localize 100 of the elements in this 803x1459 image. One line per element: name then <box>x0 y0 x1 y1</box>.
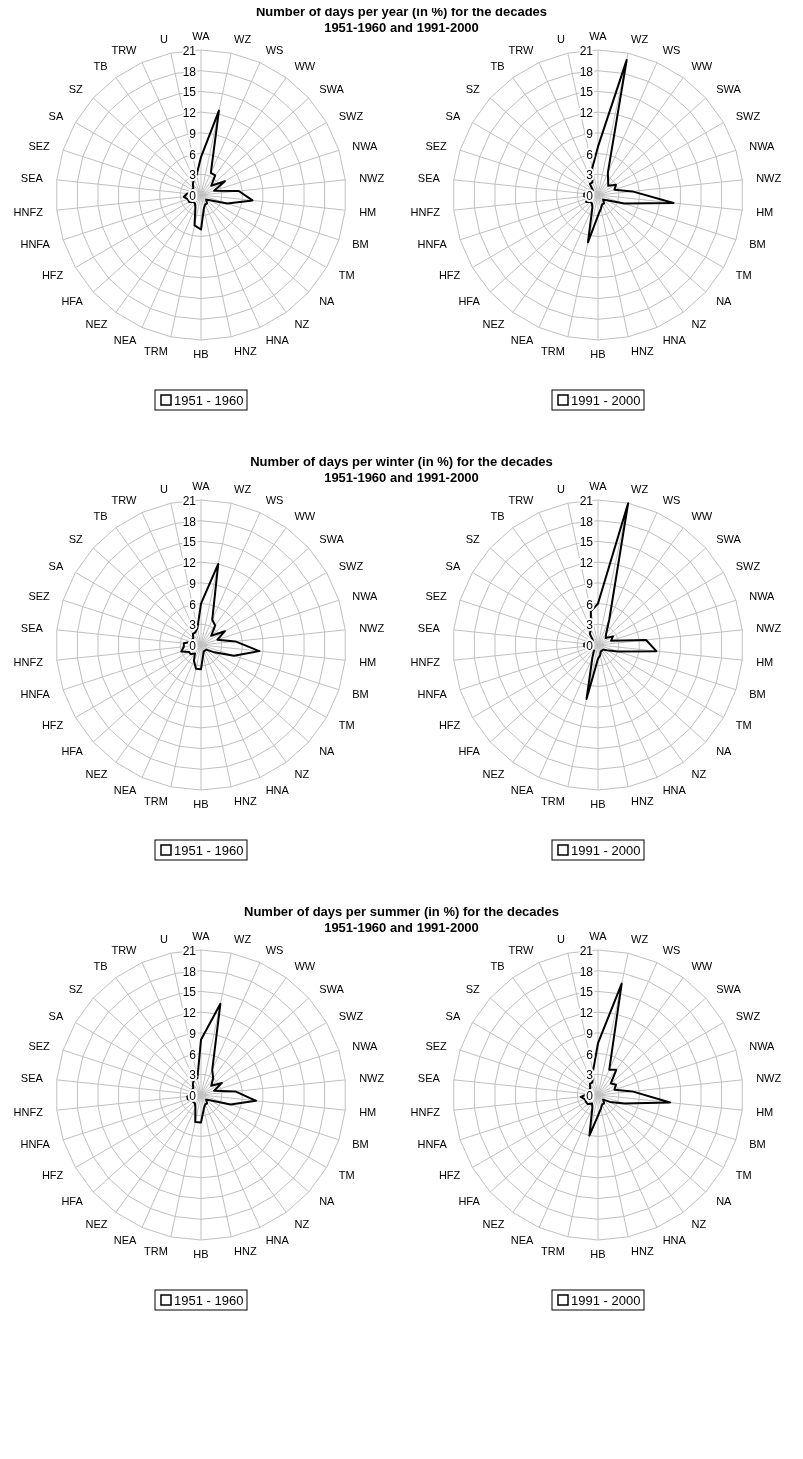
spoke-label: U <box>556 483 565 496</box>
spoke-label: HFA <box>458 1195 481 1208</box>
legend-label: 1951 - 1960 <box>174 393 244 408</box>
spoke-label: HNA <box>265 334 290 347</box>
y-tick-label: 18 <box>579 964 594 979</box>
spoke-label: SEA <box>417 172 441 185</box>
y-tick-label: 9 <box>189 1026 197 1041</box>
spoke-label: NWZ <box>359 172 385 185</box>
spoke-label: TRM <box>144 344 168 357</box>
spoke-label: WA <box>589 930 608 942</box>
spoke-label: TB <box>490 510 505 523</box>
y-tick-label: 6 <box>586 1047 594 1062</box>
spoke-label: SZ <box>68 532 84 545</box>
spoke-label: HFZ <box>41 718 64 731</box>
y-tick-label: 0 <box>189 639 197 653</box>
y-tick-label: 18 <box>579 64 594 79</box>
spoke-label: SWA <box>716 532 742 545</box>
spoke-label: NEA <box>113 334 137 347</box>
spoke-label: SWA <box>319 982 345 995</box>
spoke-label: TM <box>338 1168 355 1181</box>
spoke-label: HNFZ <box>410 655 441 668</box>
y-tick-label: 21 <box>579 44 594 58</box>
spoke-label: NWA <box>749 139 776 152</box>
y-tick-label: 18 <box>182 64 197 79</box>
spoke-label: WA <box>192 30 211 42</box>
y-tick-label: 21 <box>579 494 594 508</box>
spoke-label: WW <box>294 510 316 523</box>
spoke-label: SZ <box>465 982 481 995</box>
y-tick-label: 9 <box>189 576 197 591</box>
spoke-label: TRW <box>508 943 534 956</box>
spoke-label: NZ <box>294 1217 310 1230</box>
spoke-label: HNZ <box>631 344 654 357</box>
spoke-label: SA <box>48 109 64 122</box>
spoke-label: HFA <box>61 295 84 308</box>
spoke-label: TRW <box>508 43 534 56</box>
spoke-label: SWZ <box>735 1009 761 1022</box>
spoke-label: NWZ <box>756 1072 782 1085</box>
chart-title: Number of days per summer (in %) for the decades 1951-1960 and 1991-2000 <box>244 904 559 935</box>
spoke-label: HB <box>590 348 606 360</box>
spoke-label: TM <box>735 268 752 281</box>
spoke-label: HB <box>193 798 209 810</box>
spoke-label: WS <box>265 43 284 56</box>
legend-label: 1991 - 2000 <box>571 393 641 408</box>
y-tick-label: 9 <box>586 1026 594 1041</box>
spoke-label: HFA <box>458 295 481 308</box>
spoke-label: WZ <box>234 483 252 496</box>
y-tick-label: 21 <box>579 944 594 958</box>
y-tick-label: 15 <box>579 535 594 550</box>
spoke-label: SZ <box>465 82 481 95</box>
spoke-label: U <box>159 33 168 46</box>
spoke-label: BM <box>352 238 369 251</box>
spoke-label: NZ <box>691 317 707 330</box>
spoke-label: NEZ <box>482 1217 505 1230</box>
spoke-label: HFZ <box>41 1168 64 1181</box>
spoke-label: SEZ <box>28 1039 51 1052</box>
spoke-label: NWZ <box>756 622 782 635</box>
spoke-label: HFZ <box>438 1168 461 1181</box>
spoke-label: SEA <box>417 1072 441 1085</box>
spoke-label: SWA <box>319 82 345 95</box>
spoke-label: WZ <box>631 933 649 946</box>
chart-title: Number of days per winter (in %) for the decades 1951-1960 and 1991-2000 <box>250 454 553 485</box>
spoke-label: TRW <box>111 943 137 956</box>
spoke-label: SWZ <box>735 559 761 572</box>
spoke-label: NEA <box>510 334 534 347</box>
spoke-label: WS <box>662 493 681 506</box>
spoke-label: NEA <box>510 1234 534 1247</box>
y-tick-label: 3 <box>189 1068 197 1083</box>
spoke-label: NWZ <box>359 622 385 635</box>
spoke-label: NWZ <box>756 172 782 185</box>
spoke-label: WA <box>589 480 608 492</box>
spoke-label: HM <box>359 205 377 218</box>
spoke-label: SEZ <box>425 1039 448 1052</box>
spoke-label: HFZ <box>41 268 64 281</box>
spoke-label: HNFA <box>417 1138 448 1151</box>
spoke-label: WS <box>662 943 681 956</box>
spoke-label: TM <box>338 268 355 281</box>
spoke-label: HNA <box>662 784 687 797</box>
spoke-label: NWZ <box>359 1072 385 1085</box>
spoke-label: HNZ <box>234 1244 257 1257</box>
spoke-label: U <box>159 933 168 946</box>
spoke-label: NZ <box>294 317 310 330</box>
spoke-label: U <box>556 33 565 46</box>
y-tick-label: 0 <box>189 189 197 203</box>
spoke-label: SWZ <box>735 109 761 122</box>
spoke-label: HM <box>359 1105 377 1118</box>
spoke-label: TM <box>735 1168 752 1181</box>
spoke-label: HNFZ <box>410 1105 441 1118</box>
y-tick-label: 12 <box>182 106 197 121</box>
legend-label: 1951 - 1960 <box>174 1293 244 1308</box>
spoke-label: HB <box>590 798 606 810</box>
spoke-label: SEA <box>20 172 44 185</box>
y-tick-label: 18 <box>182 964 197 979</box>
spoke-label: NEZ <box>85 767 108 780</box>
spoke-label: SWA <box>716 982 742 995</box>
spoke-label: NA <box>319 745 336 758</box>
spoke-label: U <box>556 933 565 946</box>
spoke-label: U <box>159 483 168 496</box>
spoke-label: NWA <box>352 1039 379 1052</box>
spoke-label: HFA <box>458 745 481 758</box>
y-tick-label: 12 <box>579 106 594 121</box>
